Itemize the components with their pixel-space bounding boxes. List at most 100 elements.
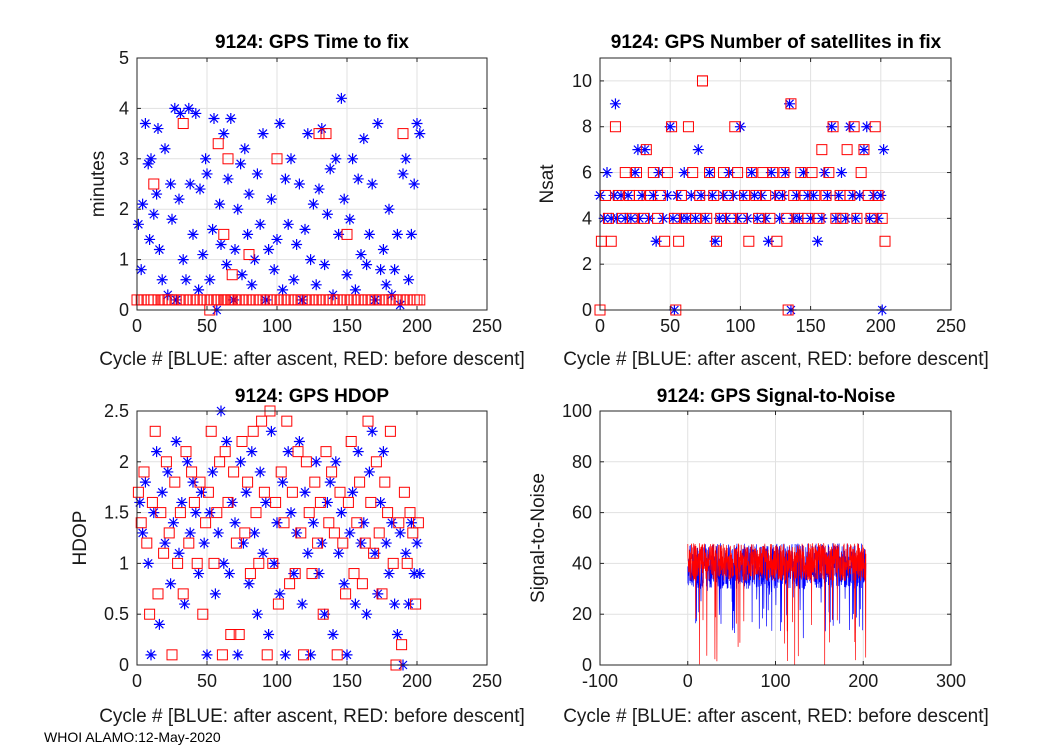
data-point-descent — [619, 167, 631, 179]
data-point-ascent — [347, 486, 359, 498]
data-point-ascent — [190, 507, 202, 519]
data-point-ascent — [363, 228, 375, 240]
data-point-ascent — [274, 588, 286, 600]
data-point-ascent — [132, 218, 144, 230]
x-axis-label: Cycle # [BLUE: after ascent, RED: before… — [99, 706, 525, 727]
data-point-ascent — [358, 517, 370, 529]
data-point-ascent — [685, 189, 697, 201]
x-tick-label: 150 — [332, 671, 362, 691]
data-point-descent — [149, 425, 161, 437]
data-point-ascent — [861, 121, 873, 133]
data-point-ascent — [226, 496, 238, 508]
chart-title: 9124: GPS HDOP — [235, 386, 389, 407]
data-point-descent — [689, 212, 701, 224]
data-point-ascent — [212, 527, 224, 539]
x-tick-label: 150 — [332, 316, 362, 336]
data-point-descent — [180, 446, 192, 458]
data-point-ascent — [243, 188, 255, 200]
data-point-ascent — [167, 517, 179, 529]
data-point-ascent — [737, 189, 749, 201]
data-point-descent — [785, 98, 797, 110]
data-point-ascent — [667, 212, 679, 224]
data-point-ascent — [692, 144, 704, 156]
data-point-descent — [243, 249, 255, 261]
data-point-ascent — [411, 537, 423, 549]
data-point-ascent — [377, 446, 389, 458]
snr-series-line — [687, 543, 867, 665]
data-point-ascent — [344, 213, 356, 225]
data-point-descent — [848, 121, 860, 133]
data-point-ascent — [755, 189, 767, 201]
data-point-descent — [233, 629, 245, 641]
data-point-ascent — [324, 163, 336, 175]
data-point-descent — [647, 167, 659, 179]
data-point-ascent — [361, 608, 373, 620]
data-point-descent — [281, 415, 293, 427]
data-point-descent — [239, 527, 251, 539]
data-point-ascent — [802, 189, 814, 201]
data-point-descent — [326, 466, 338, 478]
data-point-ascent — [636, 189, 648, 201]
data-point-ascent — [608, 189, 620, 201]
data-point-descent — [160, 456, 172, 468]
data-point-ascent — [414, 128, 426, 140]
x-tick-label: 150 — [796, 316, 826, 336]
data-point-descent — [739, 189, 751, 201]
data-point-ascent — [751, 212, 763, 224]
data-point-descent — [841, 144, 853, 156]
chart-gps-time-to-fix: 9124: GPS Time to fix Cycle # [BLUE: aft… — [88, 32, 525, 370]
data-point-descent — [879, 235, 891, 247]
data-point-descent — [404, 507, 416, 519]
data-point-descent — [166, 649, 178, 661]
y-axis-label: Signal-to-Noise — [528, 473, 549, 603]
data-point-ascent — [330, 456, 342, 468]
data-point-ascent — [695, 189, 707, 201]
data-point-ascent — [349, 598, 361, 610]
data-point-descent — [222, 496, 234, 508]
data-point-ascent — [372, 118, 384, 130]
data-point-ascent — [372, 588, 384, 600]
footer-label: WHOI ALAMO:12-May-2020 — [44, 729, 221, 745]
data-point-descent — [722, 189, 734, 201]
data-point-ascent — [263, 629, 275, 641]
data-point-ascent — [135, 264, 147, 276]
data-point-ascent — [632, 144, 644, 156]
data-point-ascent — [633, 212, 645, 224]
data-point-ascent — [246, 279, 258, 291]
data-point-descent — [256, 415, 268, 427]
x-tick-label: 0 — [595, 316, 605, 336]
data-point-descent — [802, 212, 814, 224]
data-point-ascent — [723, 167, 735, 179]
data-point-descent — [370, 456, 382, 468]
data-point-ascent — [643, 212, 655, 224]
data-point-descent — [194, 476, 206, 488]
data-point-ascent — [650, 235, 662, 247]
y-tick-label: 0 — [119, 300, 129, 320]
data-point-ascent — [341, 269, 353, 281]
data-point-descent — [753, 212, 765, 224]
data-point-ascent — [319, 608, 331, 620]
data-point-descent — [666, 121, 678, 133]
data-point-ascent — [235, 158, 247, 170]
data-point-ascent — [704, 167, 716, 179]
data-point-ascent — [349, 284, 361, 296]
x-tick-label: 0 — [132, 316, 142, 336]
data-point-ascent — [840, 212, 852, 224]
x-tick-label: 200 — [866, 316, 896, 336]
data-point-ascent — [383, 203, 395, 215]
data-point-ascent — [878, 144, 890, 156]
data-point-descent — [809, 189, 821, 201]
x-tick-label: 0 — [132, 671, 142, 691]
data-point-descent — [341, 228, 353, 240]
data-point-ascent — [639, 144, 651, 156]
data-point-descent — [661, 167, 673, 179]
data-point-ascent — [864, 212, 876, 224]
data-point-ascent — [151, 188, 163, 200]
data-point-ascent — [271, 233, 283, 245]
data-point-descent — [317, 608, 329, 620]
data-point-ascent — [383, 568, 395, 580]
y-tick-label: 1 — [119, 250, 129, 270]
data-point-ascent — [282, 218, 294, 230]
data-point-ascent — [156, 486, 168, 498]
